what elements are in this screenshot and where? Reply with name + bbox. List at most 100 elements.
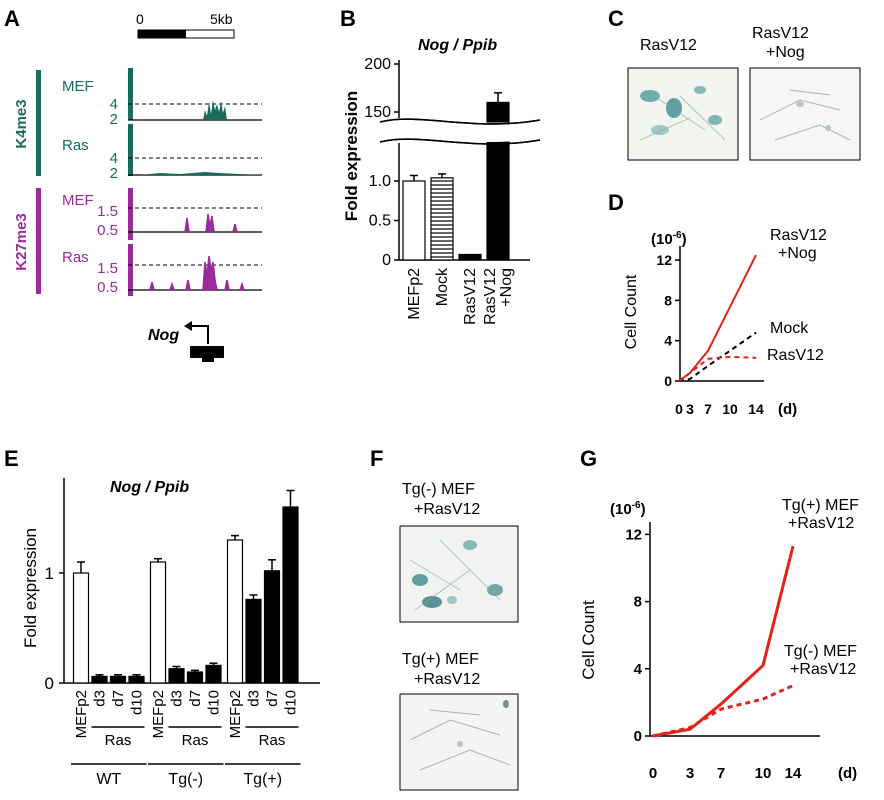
panel-b-category-label: RasV12 — [482, 268, 499, 325]
panel-f-bottom-label-2: +RasV12 — [414, 671, 480, 688]
panel-g-x-tick-label: 0 — [649, 765, 657, 782]
panel-e-bar-label: d7 — [110, 690, 127, 707]
track-label-k27-mef: MEF — [62, 192, 94, 209]
micrograph-tg-plus — [399, 693, 519, 791]
gene-exon-2 — [202, 354, 214, 362]
panel-d-series-label: RasV12 — [767, 347, 824, 364]
panel-b-tick-label: 0.5 — [369, 213, 391, 230]
panel-label-d: D — [608, 190, 624, 215]
panel-label-a: A — [4, 6, 20, 31]
k4me3-bracket — [36, 70, 41, 176]
panel-e-bar-label: d7 — [264, 690, 281, 707]
panel-label-b: B — [340, 6, 356, 31]
panel-g-y-tick-label: 12 — [625, 526, 642, 543]
panel-g: (10-6) Cell Count (d) 0 4 8 12 0 3 7 10 14 Tg(+) … — [579, 497, 859, 782]
panel-b-tick-label: 0 — [382, 252, 391, 269]
panel-d-y-tick-label: 12 — [656, 252, 672, 268]
panel-b-title: Nog / Ppib — [418, 37, 497, 54]
panel-g-x-tick-label: 3 — [686, 765, 694, 782]
panel-g-series-label: Tg(-) MEF — [784, 643, 857, 660]
panel-e-bar — [72, 572, 90, 684]
panel-b-tick-label: 150 — [364, 104, 391, 121]
panel-d-x-tick-label: 3 — [686, 401, 694, 417]
panel-d-series-line — [678, 254, 757, 382]
track-k4-ras — [128, 124, 262, 176]
panel-e-group-label: Tg(-) — [168, 771, 203, 788]
panel-e-bar — [109, 675, 127, 684]
panel-d-x-tick-label: 14 — [748, 401, 764, 417]
panel-e-bar — [263, 570, 281, 684]
panel-d-ylabel: Cell Count — [623, 274, 640, 349]
panel-e-bar — [149, 561, 167, 684]
track-label-k4-mef: MEF — [62, 78, 94, 95]
panel-d-x-tick-label: 7 — [704, 401, 712, 417]
panel-f-top-label-1: Tg(-) MEF — [402, 481, 475, 498]
panel-c: RasV12 RasV12 +Nog — [627, 25, 861, 161]
panel-e-bar-label: MEFp2 — [227, 690, 244, 738]
tss-arrow — [192, 325, 209, 344]
panel-b-bar — [486, 101, 510, 123]
panel-b-bar — [486, 139, 510, 261]
panel-e-bar-label: d10 — [129, 690, 146, 715]
panel-e-sub-label: Ras — [259, 732, 286, 749]
gene-exon-1 — [190, 346, 224, 358]
panel-e-bar — [205, 664, 222, 684]
panel-e-bar — [168, 668, 185, 684]
scale-bar-fill — [138, 30, 186, 38]
panel-e-sub-label: Ras — [105, 732, 132, 749]
k27-mef-tick-lo: 0.5 — [97, 222, 118, 239]
track-label-k4-ras: Ras — [62, 137, 89, 154]
k4me3-label: K4me3 — [13, 99, 30, 148]
track-label-k27-ras: Ras — [62, 249, 89, 266]
panel-e-bar-label: MEFp2 — [73, 690, 90, 738]
micrograph-tg-minus — [399, 525, 519, 623]
panel-label-f: F — [370, 446, 383, 471]
panel-e-bar — [226, 539, 244, 684]
panel-e-ylabel: Fold expression — [21, 528, 40, 648]
panel-e-bar-label: d3 — [169, 690, 186, 707]
panel-e-bar-label: d3 — [92, 690, 109, 707]
panel-e-bar — [91, 675, 108, 684]
k27-ras-tick-lo: 0.5 — [97, 279, 118, 296]
panel-g-series-label: +RasV12 — [790, 661, 856, 678]
panel-g-x-tick-label: 7 — [717, 765, 725, 782]
panel-d-series-label: Mock — [770, 320, 809, 337]
panel-e-group-label: Tg(+) — [243, 771, 282, 788]
k27-mef-tick-hi: 1.5 — [97, 203, 118, 220]
panel-b-break-line-top — [379, 118, 541, 125]
panel-g-series-line — [652, 684, 794, 738]
tss-arrowhead-icon — [184, 321, 192, 331]
panel-b-break-line-bottom — [379, 138, 541, 145]
micrograph-rasv12-nog — [749, 67, 861, 161]
panel-f-top-label-2: +RasV12 — [414, 501, 480, 518]
k4-ras-tick-hi: 4 — [110, 150, 118, 167]
scale-end: 5kb — [210, 11, 233, 27]
panel-f: Tg(-) MEF +RasV12 Tg(+) MEF +RasV12 — [399, 481, 519, 791]
track-k27-mef — [128, 188, 262, 240]
panel-b-category-label: RasV12 — [462, 268, 479, 325]
panel-g-series-label: +RasV12 — [788, 515, 854, 532]
panel-b-category-label: Mock — [434, 267, 451, 306]
k27me3-label: K27me3 — [13, 213, 30, 271]
gene-label: Nog — [148, 327, 179, 344]
panel-b-bar — [402, 180, 426, 261]
panel-g-x-tick-label: 14 — [785, 765, 802, 782]
panel-d-xunit: (d) — [778, 401, 797, 418]
panel-c-label-right-2: +Nog — [766, 44, 805, 61]
panel-b-tick-label: 200 — [364, 56, 391, 73]
panel-g-ylabel: Cell Count — [579, 600, 598, 680]
scale-start: 0 — [136, 11, 144, 27]
panel-d-unit: (10-6) — [651, 230, 687, 248]
panel-g-x-tick-label: 10 — [755, 765, 772, 782]
panel-c-label-right-1: RasV12 — [752, 25, 809, 42]
panel-d-y-tick-label: 8 — [664, 292, 672, 308]
panel-e-y-tick-label: 1 — [45, 564, 54, 583]
panel-e-bar — [245, 598, 262, 684]
panel-g-y-tick-label: 0 — [634, 728, 642, 745]
panel-d-x-tick-label: 0 — [675, 401, 683, 417]
panel-label-g: G — [580, 446, 597, 471]
panel-d-x-tick-label: 10 — [722, 401, 738, 417]
panel-c-label-left: RasV12 — [640, 37, 697, 54]
